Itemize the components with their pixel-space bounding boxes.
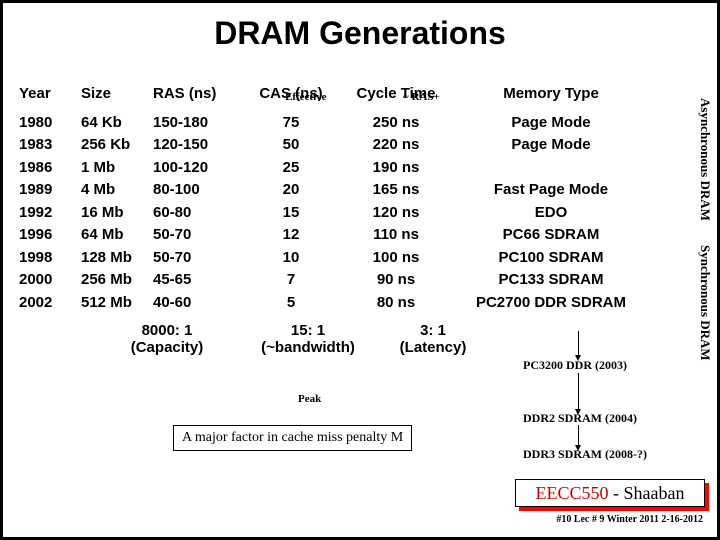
arrow-1 [578, 331, 579, 355]
ratio-latency: 3: 1 (Latency) [383, 322, 483, 356]
cell-cas: 7 [241, 269, 341, 292]
lecture-info: #10 Lec # 9 Winter 2011 2-16-2012 [556, 514, 703, 525]
header-row: Year Size RAS (ns) CAS (ns) Cycle Time M… [19, 83, 659, 106]
arrow-3 [578, 425, 579, 445]
cell-size: 64 Mb [81, 224, 153, 247]
cell-year: 2002 [19, 292, 81, 315]
cell-size: 64 Kb [81, 112, 153, 135]
cell-cycle: 165 ns [341, 179, 451, 202]
cell-year: 1986 [19, 157, 81, 180]
cell-year: 1980 [19, 112, 81, 135]
cell-ras: 60-80 [153, 202, 241, 225]
cell-cas: 20 [241, 179, 341, 202]
cell-cycle: 110 ns [341, 224, 451, 247]
cell-size: 1 Mb [81, 157, 153, 180]
ratio-row: 8000: 1 (Capacity) 15: 1 (~bandwidth) 3:… [19, 322, 659, 356]
h-year: Year [19, 83, 81, 106]
cell-ras: 80-100 [153, 179, 241, 202]
cache-penalty-box: A major factor in cache miss penalty M [173, 425, 412, 451]
cell-cycle: 120 ns [341, 202, 451, 225]
cell-cas: 10 [241, 247, 341, 270]
table-row: 199216 Mb60-8015120 nsEDO [19, 202, 659, 225]
cell-size: 16 Mb [81, 202, 153, 225]
table-row: 199664 Mb50-7012110 nsPC66 SDRAM [19, 224, 659, 247]
h-cycle: Cycle Time [341, 83, 451, 106]
slide-title: DRAM Generations [3, 15, 717, 52]
cell-year: 1996 [19, 224, 81, 247]
cell-ras: 50-70 [153, 224, 241, 247]
sync-dram-label: Synchronous DRAM [697, 245, 713, 361]
table-row: 19861 Mb100-12025190 ns [19, 157, 659, 180]
cell-mem: PC66 SDRAM [451, 224, 651, 247]
table-row: 1998128 Mb50-7010100 nsPC100 SDRAM [19, 247, 659, 270]
cell-year: 1989 [19, 179, 81, 202]
cell-year: 1998 [19, 247, 81, 270]
author-name: Shaaban [624, 483, 685, 503]
cell-mem: Fast Page Mode [451, 179, 651, 202]
cell-cycle: 250 ns [341, 112, 451, 135]
cell-size: 4 Mb [81, 179, 153, 202]
ddr2-label: DDR2 SDRAM (2004) [523, 411, 637, 426]
cell-cycle: 220 ns [341, 134, 451, 157]
cell-year: 1992 [19, 202, 81, 225]
cell-ras: 120-150 [153, 134, 241, 157]
ratio-capacity: 8000: 1 (Capacity) [101, 322, 233, 356]
cell-size: 512 Mb [81, 292, 153, 315]
pc3200-label: PC3200 DDR (2003) [523, 358, 627, 373]
cell-mem: PC133 SDRAM [451, 269, 651, 292]
cell-ras: 150-180 [153, 112, 241, 135]
h-ras: RAS (ns) [153, 83, 241, 106]
cell-size: 256 Kb [81, 134, 153, 157]
h-size: Size [81, 83, 153, 106]
cell-cas: 5 [241, 292, 341, 315]
cell-year: 1983 [19, 134, 81, 157]
cell-cycle: 90 ns [341, 269, 451, 292]
h-cas: CAS (ns) [241, 83, 341, 106]
cell-mem [451, 157, 651, 180]
dram-table: Year Size RAS (ns) CAS (ns) Cycle Time M… [19, 83, 659, 356]
table-row: 2000256 Mb45-65790 nsPC133 SDRAM [19, 269, 659, 292]
cell-ras: 50-70 [153, 247, 241, 270]
cell-ras: 40-60 [153, 292, 241, 315]
table-row: 19894 Mb80-10020165 nsFast Page Mode [19, 179, 659, 202]
ddr3-label: DDR3 SDRAM (2008-?) [523, 447, 647, 462]
cell-cas: 15 [241, 202, 341, 225]
arrow-2 [578, 373, 579, 409]
h-mem: Memory Type [451, 83, 651, 106]
cell-cas: 50 [241, 134, 341, 157]
async-dram-label: Asynchronous DRAM [697, 98, 713, 221]
cell-mem: PC2700 DDR SDRAM [451, 292, 651, 315]
course-code: EECC550 [536, 483, 609, 503]
cell-mem: EDO [451, 202, 651, 225]
peak-label: Peak [298, 393, 321, 405]
table-row: 198064 Kb150-18075250 nsPage Mode [19, 112, 659, 135]
cell-cycle: 100 ns [341, 247, 451, 270]
cell-mem: Page Mode [451, 112, 651, 135]
cell-year: 2000 [19, 269, 81, 292]
ratio-bandwidth: 15: 1 (~bandwidth) [233, 322, 383, 356]
cell-mem: PC100 SDRAM [451, 247, 651, 270]
cell-ras: 100-120 [153, 157, 241, 180]
cell-cycle: 190 ns [341, 157, 451, 180]
table-row: 2002512 Mb40-60580 nsPC2700 DDR SDRAM [19, 292, 659, 315]
table-row: 1983256 Kb120-15050220 nsPage Mode [19, 134, 659, 157]
cell-mem: Page Mode [451, 134, 651, 157]
cell-cycle: 80 ns [341, 292, 451, 315]
cell-size: 128 Mb [81, 247, 153, 270]
course-badge: EECC550 - Shaaban [515, 479, 705, 507]
slide-frame: DRAM Generations Effective ~ RAS+ Year S… [0, 0, 720, 540]
cell-size: 256 Mb [81, 269, 153, 292]
cell-cas: 12 [241, 224, 341, 247]
cell-ras: 45-65 [153, 269, 241, 292]
cell-cas: 25 [241, 157, 341, 180]
cell-cas: 75 [241, 112, 341, 135]
